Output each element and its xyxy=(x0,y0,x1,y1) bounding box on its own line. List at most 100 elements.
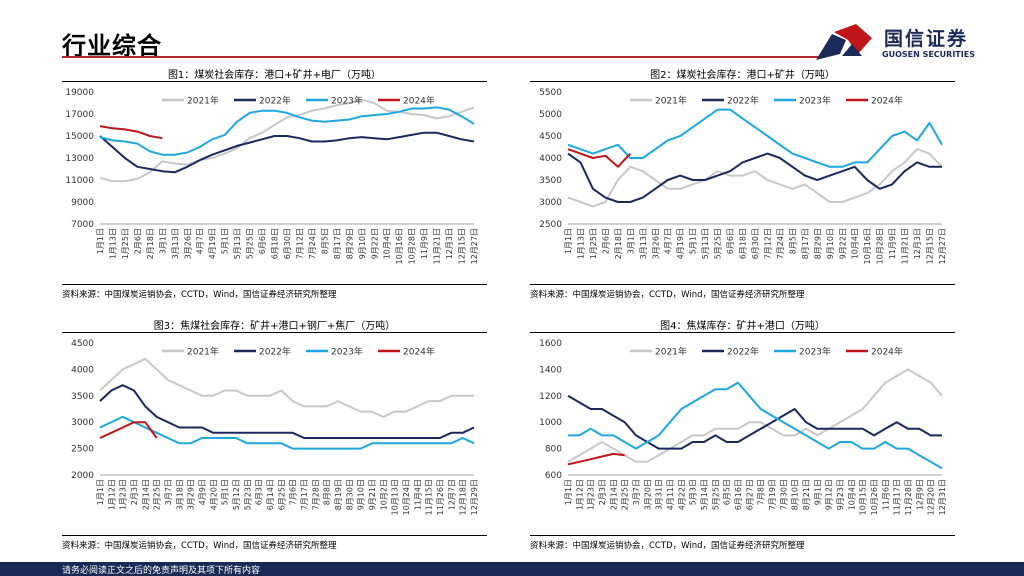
x-tick-label: 7月24日 xyxy=(308,228,317,259)
series-line xyxy=(567,368,943,463)
x-tick-label: 8月5日 xyxy=(320,228,329,254)
y-tick-label: 1200 xyxy=(539,392,562,402)
x-tick-label: 8月19日 xyxy=(334,479,343,510)
x-tick-label: 3月1日 xyxy=(158,228,167,254)
x-tick-label: 9月22日 xyxy=(838,228,847,259)
x-tick-label: 12月15日 xyxy=(926,228,935,264)
y-tick-label: 2500 xyxy=(539,220,562,230)
x-tick-label: 8月30日 xyxy=(345,479,354,510)
chart-title: 图2：煤炭社会库存：港口+矿井（万吨） xyxy=(650,70,835,81)
x-tick-label: 3月7日 xyxy=(632,479,641,505)
footer-disclaimer: 请务必阅读正文之后的免责声明及其项下所有内容 xyxy=(62,566,261,576)
x-tick-label: 6月6日 xyxy=(726,228,735,254)
x-tick-label: 4月19日 xyxy=(208,228,217,259)
x-tick-label: 10月4日 xyxy=(383,228,392,259)
y-tick-label: 4500 xyxy=(539,132,562,142)
series-line xyxy=(567,148,943,208)
x-tick-label: 3月18日 xyxy=(175,479,184,510)
x-tick-label: 6月3日 xyxy=(255,479,264,505)
y-tick-label: 3000 xyxy=(539,198,562,208)
x-tick-label: 4月7日 xyxy=(664,228,673,254)
y-tick-label: 13000 xyxy=(65,154,94,164)
y-tick-label: 3500 xyxy=(71,392,94,402)
x-tick-label: 9月1日 xyxy=(813,479,822,505)
guosen-logo-icon xyxy=(816,24,872,60)
legend-label: 2022年 xyxy=(727,346,759,358)
legend-label: 2023年 xyxy=(799,95,831,107)
x-tick-label: 3月31日 xyxy=(655,479,664,510)
x-tick-label: 10月15日 xyxy=(859,479,868,515)
chart-title: 图4：焦煤库存：矿井+港口（万吨） xyxy=(660,321,825,332)
y-tick-label: 7000 xyxy=(71,220,94,230)
x-tick-label: 11月17日 xyxy=(893,479,902,515)
source-divider xyxy=(530,284,955,285)
x-tick-label: 5月13日 xyxy=(701,228,710,259)
x-tick-label: 2月3日 xyxy=(598,479,607,505)
series-line xyxy=(99,384,475,439)
chart-panel-2: 图2：煤炭社会库存：港口+矿井（万吨） 2500 3000 3500 4000 4500… xyxy=(530,66,955,306)
y-tick-label: 2000 xyxy=(71,471,94,481)
x-tick-label: 9月23日 xyxy=(836,479,845,510)
x-tick-label: 3月7日 xyxy=(164,479,173,505)
y-tick-label: 19000 xyxy=(65,88,94,98)
x-tick-label: 3月29日 xyxy=(187,479,196,510)
x-tick-label: 1月13日 xyxy=(576,228,585,259)
x-tick-label: 4月22日 xyxy=(677,479,686,510)
x-tick-label: 2月6日 xyxy=(601,228,610,254)
x-tick-label: 10月13日 xyxy=(391,479,400,515)
legend-label: 2024年 xyxy=(871,95,903,107)
series-line xyxy=(99,357,474,418)
y-tick-label: 2500 xyxy=(71,445,94,455)
y-tick-label: 15000 xyxy=(65,132,94,142)
x-tick-label: 4月9日 xyxy=(198,479,207,505)
x-tick-label: 1月1日 xyxy=(564,228,573,254)
title-underline xyxy=(530,332,955,333)
x-tick-label: 10月26日 xyxy=(870,479,879,515)
x-tick-label: 7月19日 xyxy=(768,479,777,510)
y-tick-label: 800 xyxy=(545,445,562,455)
x-tick-label: 11月21日 xyxy=(901,228,910,264)
x-tick-label: 11月4日 xyxy=(413,479,422,510)
x-tick-label: 4月20日 xyxy=(209,479,218,510)
x-tick-label: 12月7日 xyxy=(447,479,456,510)
series-line xyxy=(99,131,475,174)
series-line xyxy=(568,381,943,470)
x-tick-label: 6月18日 xyxy=(271,228,280,259)
y-tick-label: 5000 xyxy=(539,110,562,120)
y-tick-label: 17000 xyxy=(65,110,94,120)
x-tick-label: 7月30日 xyxy=(779,479,788,510)
x-tick-label: 1月23日 xyxy=(587,479,596,510)
legend-label: 2021年 xyxy=(655,95,687,107)
y-tick-label: 4500 xyxy=(71,339,94,349)
x-tick-label: 8月29日 xyxy=(813,228,822,259)
x-tick-label: 6月16日 xyxy=(734,479,743,510)
x-tick-label: 8月5日 xyxy=(788,228,797,254)
x-tick-label: 8月21日 xyxy=(802,479,811,510)
x-tick-label: 1月23日 xyxy=(119,479,128,510)
x-tick-label: 11月28日 xyxy=(904,479,913,515)
x-tick-label: 1月25日 xyxy=(121,228,130,259)
x-tick-label: 9月21日 xyxy=(368,479,377,510)
chart-svg: 600 800 1000 1200 1400 1600 1月1日 1月12日 1月23日 2月3日… xyxy=(539,339,947,515)
legend-label: 2023年 xyxy=(331,346,363,358)
y-tick-label: 3000 xyxy=(71,418,94,428)
series-line xyxy=(99,421,158,439)
y-tick-label: 4000 xyxy=(71,365,94,375)
legend-label: 2021年 xyxy=(655,346,687,358)
x-tick-label: 5月1日 xyxy=(221,228,230,254)
x-tick-label: 11月9日 xyxy=(420,228,429,259)
y-tick-label: 4000 xyxy=(539,154,562,164)
x-tick-label: 9月12日 xyxy=(825,479,834,510)
source-note: 资料来源：中国煤炭运销协会，CCTD，Wind，国信证券经济研究所整理 xyxy=(530,541,805,551)
x-tick-label: 7月8日 xyxy=(757,479,766,505)
x-tick-label: 6月18日 xyxy=(739,228,748,259)
x-tick-label: 10月28日 xyxy=(876,228,885,264)
x-tick-label: 2月18日 xyxy=(146,228,155,259)
x-tick-label: 6月30日 xyxy=(751,228,760,259)
y-tick-label: 3500 xyxy=(539,176,562,186)
x-tick-label: 11月21日 xyxy=(433,228,442,264)
x-tick-label: 1月12日 xyxy=(575,479,584,510)
chart-panel-3: 图3：焦煤社会库存：矿井+港口+钢厂+焦厂（万吨） 2000 2500 3000 35… xyxy=(62,317,487,557)
legend-label: 2024年 xyxy=(403,346,435,358)
company-logo: 国信证券 GUOSEN SECURITIES xyxy=(812,20,982,66)
